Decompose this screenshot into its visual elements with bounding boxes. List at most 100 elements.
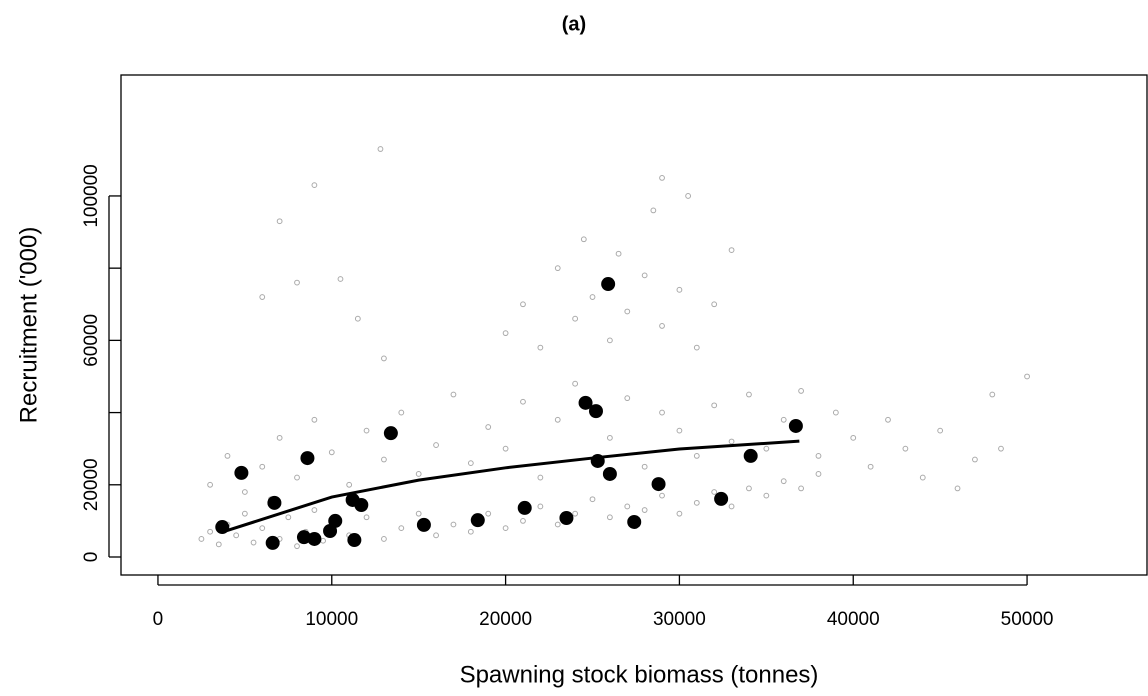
- scatter-point: [685, 193, 692, 199]
- scatter-point: [537, 344, 544, 351]
- x-tick-label: 30000: [653, 609, 706, 630]
- observed-point: [517, 500, 532, 515]
- scatter-point: [354, 315, 361, 322]
- y-tick-label: 20000: [81, 458, 102, 511]
- scatter-point: [1024, 373, 1030, 380]
- scatter-point: [676, 510, 683, 517]
- scatter-point: [641, 463, 648, 470]
- scatter-point: [520, 517, 526, 524]
- scatter-point: [311, 416, 318, 423]
- scatter-point: [320, 537, 326, 544]
- y-tick-label: 60000: [81, 314, 102, 367]
- scatter-point: [606, 514, 613, 521]
- chart-title: (a): [562, 13, 586, 35]
- scatter-point: [485, 510, 492, 517]
- scatter-point: [467, 460, 474, 467]
- scatter-point: [415, 510, 422, 517]
- scatter-point: [937, 427, 944, 434]
- scatter-point: [537, 474, 544, 481]
- scatter-point: [867, 463, 874, 470]
- scatter-point: [485, 424, 492, 430]
- plot-frame: [120, 74, 1148, 576]
- scatter-point: [615, 250, 622, 257]
- scatter-point: [294, 543, 300, 550]
- observed-point: [627, 514, 642, 529]
- scatter-point: [780, 416, 787, 423]
- scatter-point: [311, 507, 318, 513]
- scatter-point: [885, 416, 891, 423]
- scatter-point: [972, 456, 978, 463]
- scatter-point: [659, 409, 665, 416]
- scatter-point: [415, 471, 422, 477]
- x-tick-label: 40000: [827, 609, 880, 630]
- scatter-point: [763, 492, 770, 499]
- scatter-point: [207, 528, 214, 535]
- scatter-point: [850, 434, 857, 441]
- scatter-point: [650, 207, 657, 214]
- observed-point: [470, 513, 485, 528]
- observed-point: [601, 277, 616, 292]
- scatter-point: [589, 496, 596, 503]
- scatter-point: [294, 279, 300, 286]
- scatter-point: [989, 391, 996, 398]
- observed-point: [267, 495, 282, 510]
- scatter-point: [572, 380, 579, 387]
- observed-point: [743, 448, 758, 463]
- scatter-point: [276, 218, 283, 225]
- observed-point: [347, 533, 362, 548]
- scatter-point: [259, 463, 266, 470]
- scatter-point: [606, 434, 613, 441]
- scatter-point: [815, 471, 822, 477]
- scatter-point: [224, 453, 231, 459]
- scatter-point: [798, 485, 804, 492]
- scatter-point: [659, 174, 665, 181]
- observed-point: [354, 498, 369, 513]
- scatter-point: [259, 294, 266, 300]
- scatter-point: [728, 247, 735, 254]
- scatter-point: [815, 453, 822, 459]
- observed-point: [714, 491, 729, 506]
- scatter-point: [624, 503, 631, 510]
- scatter-point: [398, 409, 405, 416]
- scatter-point: [693, 344, 700, 351]
- scatter-point: [676, 286, 683, 293]
- scatter-point: [641, 272, 648, 279]
- scatter-point: [311, 182, 318, 189]
- observed-point: [307, 531, 322, 546]
- observed-point: [328, 513, 343, 528]
- scatter-point: [693, 499, 700, 506]
- scatter-point: [580, 236, 587, 243]
- scatter-point: [502, 330, 509, 337]
- scatter-point: [763, 445, 770, 452]
- scatter-point: [728, 438, 735, 445]
- scatter-point: [233, 532, 240, 539]
- observed-point: [788, 418, 803, 433]
- scatter-point: [728, 503, 735, 510]
- scatter-point: [554, 521, 561, 528]
- scatter-point: [919, 474, 926, 481]
- scatter-point: [207, 481, 214, 488]
- observed-point: [296, 530, 311, 545]
- x-tick-label: 0: [153, 609, 164, 630]
- scatter-point: [381, 456, 387, 463]
- scatter-point: [954, 485, 961, 492]
- scatter-point: [520, 398, 526, 405]
- scatter-point: [363, 514, 370, 521]
- scatter-point: [467, 528, 474, 535]
- scatter-point: [433, 532, 439, 539]
- observed-point: [588, 404, 603, 419]
- scatter-point: [537, 503, 544, 510]
- scatter-point: [363, 427, 370, 434]
- scatter-point: [198, 536, 205, 542]
- scatter-point: [572, 315, 579, 322]
- observed-point: [651, 477, 666, 492]
- observed-point: [300, 451, 315, 466]
- scatter-point: [572, 510, 579, 517]
- scatter-point: [450, 391, 457, 398]
- scatter-point: [659, 323, 665, 329]
- scatter-point: [832, 409, 839, 416]
- observed-point: [215, 520, 230, 535]
- scatter-point: [606, 337, 613, 344]
- x-tick-label: 20000: [479, 609, 532, 630]
- scatter-point: [554, 265, 561, 272]
